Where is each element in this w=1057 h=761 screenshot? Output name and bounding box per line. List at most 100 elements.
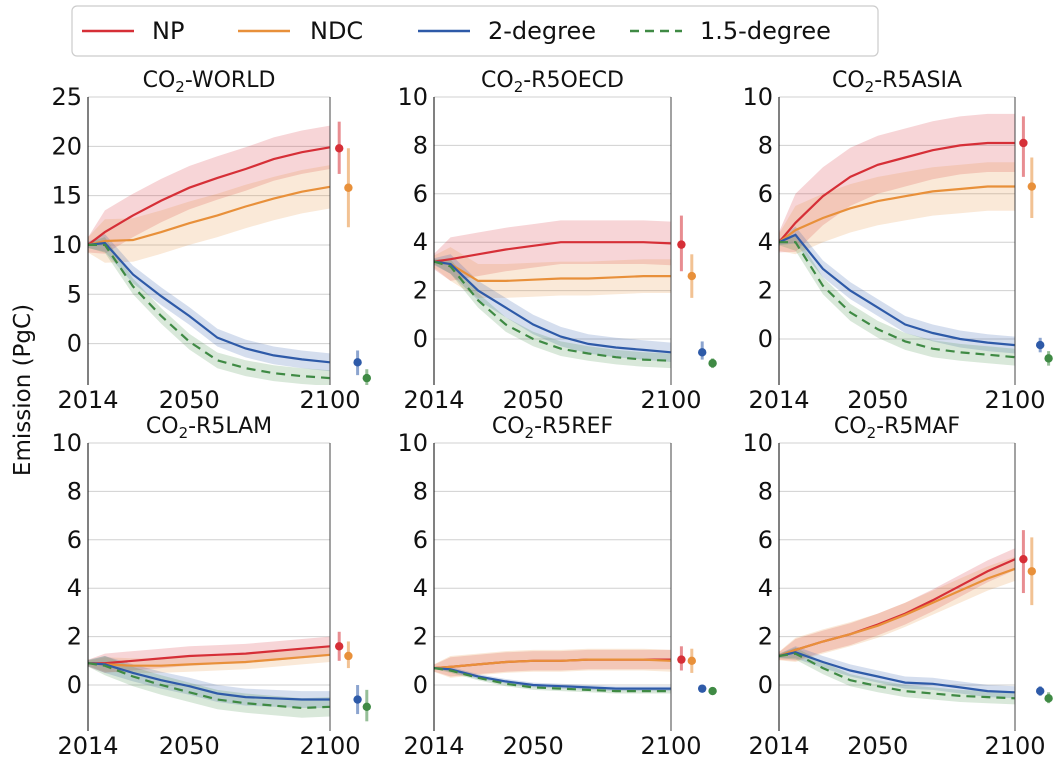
- y-tick-label: 4: [413, 228, 428, 256]
- y-tick-label: 8: [413, 477, 428, 505]
- band-np: [434, 649, 671, 677]
- y-tick-label: 10: [742, 429, 773, 457]
- range-dot-1-5-degree: [362, 373, 371, 383]
- legend-label: 2-degree: [488, 17, 596, 45]
- series-line-2-degree: [434, 260, 672, 354]
- series-line-2-degree: [779, 233, 1016, 347]
- y-tick-label: 2: [67, 623, 82, 651]
- range-dot-ndc: [344, 183, 353, 192]
- x-tick-label: 2050: [159, 386, 220, 414]
- x-tick-label: 2014: [57, 732, 118, 760]
- y-tick-label: 5: [67, 280, 82, 308]
- x-tick-label: 2050: [503, 732, 564, 760]
- range-dot-2-degree: [353, 695, 362, 704]
- x-tick-label: 2100: [299, 732, 360, 760]
- x-tick-label: 2100: [984, 386, 1045, 414]
- y-tick-label: 10: [51, 429, 82, 457]
- series-line-ndc: [434, 658, 672, 670]
- y-tick-label: 2: [413, 277, 428, 305]
- series-line-np: [88, 146, 331, 246]
- range-dot-np: [677, 655, 686, 664]
- y-tick-label: 6: [758, 526, 773, 554]
- x-tick-label: 2014: [403, 732, 464, 760]
- range-dot-2-degree: [698, 348, 707, 357]
- range-dot-2-degree: [698, 684, 707, 693]
- band-ndc: [779, 162, 1015, 255]
- range-dot-1-5-degree: [708, 359, 717, 368]
- plot-area: [88, 121, 371, 385]
- range-dot-ndc: [1027, 567, 1037, 576]
- y-tick-label: 2: [758, 277, 773, 305]
- y-tick-label: 0: [413, 325, 428, 353]
- y-tick-label: 4: [413, 574, 428, 602]
- y-tick-label: 2: [758, 623, 773, 651]
- y-tick-label: 8: [758, 131, 773, 159]
- series-line-1-5-degree: [434, 667, 671, 693]
- range-dot-np: [335, 642, 344, 651]
- band-ndc: [88, 165, 330, 263]
- legend-entry-1-5-degree: 1.5-degree: [630, 17, 831, 45]
- series-line-np: [779, 141, 1015, 243]
- y-tick-label: 4: [758, 574, 773, 602]
- panel-title: CO2-R5LAM: [146, 414, 272, 442]
- panel-r5asia: 0 2 4 6 8 10 2014 2050 2100 CO2-R5ASIA: [742, 68, 1053, 414]
- panel-title: CO2-R5ASIA: [832, 68, 962, 96]
- legend-entry-2-degree: 2-degree: [418, 17, 596, 45]
- legend-entry-np: NP: [82, 17, 184, 45]
- series-line-ndc: [779, 185, 1015, 244]
- legend-frame: [71, 5, 879, 57]
- series-line-2-degree: [434, 667, 671, 690]
- series-line-2-degree: [88, 662, 330, 701]
- y-tick-label: 4: [758, 228, 773, 256]
- y-tick-label: 6: [758, 180, 773, 208]
- y-tick-label: 0: [758, 325, 773, 353]
- y-tick-label: 10: [397, 429, 428, 457]
- range-dot-2-degree: [1036, 340, 1045, 350]
- band-ndc: [434, 247, 671, 298]
- y-axis-label: Emission (PgC): [10, 304, 36, 476]
- legend: NP NDC 2-degree 1.5-degree: [71, 5, 879, 57]
- y-tick-label: 0: [413, 671, 428, 699]
- range-dot-ndc: [687, 271, 696, 281]
- band-1-5-degree: [779, 647, 1015, 705]
- range-dot-1-5-degree: [1044, 354, 1053, 363]
- plot-area: [88, 631, 371, 722]
- y-tick-label: 10: [51, 231, 82, 259]
- y-tick-label: 8: [758, 477, 773, 505]
- plot-area: [434, 646, 717, 696]
- series-line-1-5-degree: [88, 662, 331, 710]
- y-tick-label: 8: [67, 477, 82, 505]
- series-line-ndc: [88, 185, 331, 246]
- x-tick-label: 2014: [748, 386, 809, 414]
- series-line-1-5-degree: [779, 652, 1016, 700]
- series-line-ndc: [779, 567, 1016, 658]
- y-tick-label: 0: [758, 671, 773, 699]
- range-dot-1-5-degree: [1044, 694, 1053, 703]
- series-line-1-5-degree: [434, 260, 672, 362]
- series-line-1-5-degree: [779, 241, 1016, 359]
- x-tick-label: 2014: [748, 732, 809, 760]
- range-dot-np: [1019, 138, 1028, 148]
- y-tick-label: 0: [67, 671, 82, 699]
- panel-r5oecd: 0 2 4 6 8 10 2014 2050 2100 CO2-R5OECD: [397, 68, 717, 414]
- band-2-degree: [88, 656, 330, 708]
- panel-r5ref: 0 2 4 6 8 10 2014 2050 2100 CO2-R5REF: [397, 414, 717, 760]
- x-tick-label: 2050: [159, 732, 220, 760]
- y-tick-label: 0: [67, 330, 82, 358]
- x-tick-label: 2050: [503, 386, 564, 414]
- band-np: [779, 548, 1015, 661]
- y-tick-label: 10: [742, 83, 773, 111]
- range-dot-np: [1019, 554, 1028, 564]
- panel-world: 0 5 10 15 20 25 2014 2050 2100 CO2-WORLD: [51, 68, 371, 414]
- panel-title: CO2-R5OECD: [481, 68, 624, 96]
- x-tick-label: 2100: [299, 386, 360, 414]
- x-tick-label: 2014: [57, 386, 118, 414]
- series-line-2-degree: [88, 241, 331, 364]
- range-dot-ndc: [1027, 182, 1037, 191]
- series-line-ndc: [88, 653, 331, 667]
- band-np: [434, 220, 671, 281]
- range-dot-ndc: [687, 656, 696, 666]
- x-tick-label: 2014: [403, 386, 464, 414]
